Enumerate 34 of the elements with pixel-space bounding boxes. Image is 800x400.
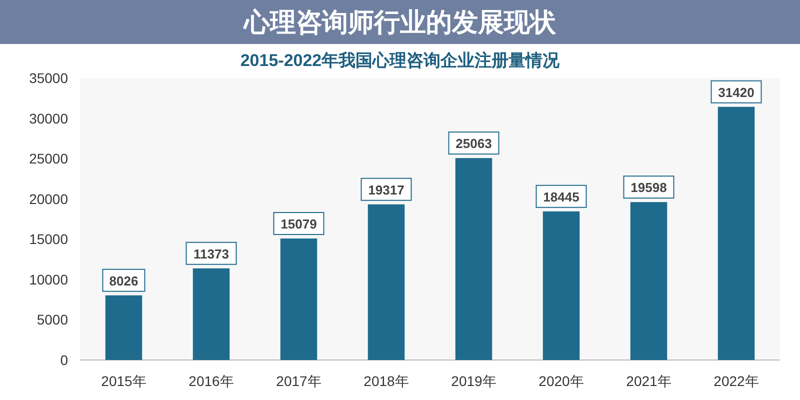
x-tick-label: 2018年 [364,373,409,389]
y-tick-label: 10000 [29,271,68,288]
data-label: 19598 [630,180,667,196]
x-tick-label: 2015年 [101,373,146,389]
y-tick-label: 30000 [29,110,68,126]
y-tick-label: 35000 [29,70,68,86]
y-tick-label: 25000 [29,150,68,167]
x-tick-label: 2022年 [714,373,759,389]
data-label: 15079 [280,216,317,232]
bar [368,204,405,360]
chart-subtitle: 2015-2022年我国心理咨询企业注册量情况 [240,51,561,70]
x-tick-label: 2019年 [451,373,496,389]
bar [105,295,142,360]
bar [542,211,580,360]
data-label: 25063 [456,136,492,152]
bar [718,106,755,360]
data-label: 11373 [194,246,229,262]
bar [192,268,230,360]
bar [455,158,492,360]
bar [280,238,318,360]
y-tick-label: 20000 [29,190,68,207]
bar [630,202,668,360]
x-tick-label: 2016年 [188,373,234,389]
y-tick-label: 15000 [29,231,68,248]
data-label: 19317 [368,182,404,198]
x-tick-label: 2020年 [538,373,584,389]
data-label: 31420 [718,84,754,100]
y-tick-label: 0 [60,352,68,368]
y-tick-label: 5000 [36,312,68,328]
x-tick-label: 2017年 [276,373,322,389]
x-tick-label: 2021年 [626,373,672,389]
chart-title: 心理咨询师行业的发展现状 [242,7,557,37]
data-label: 18445 [543,189,580,204]
data-label: 8026 [109,273,138,288]
